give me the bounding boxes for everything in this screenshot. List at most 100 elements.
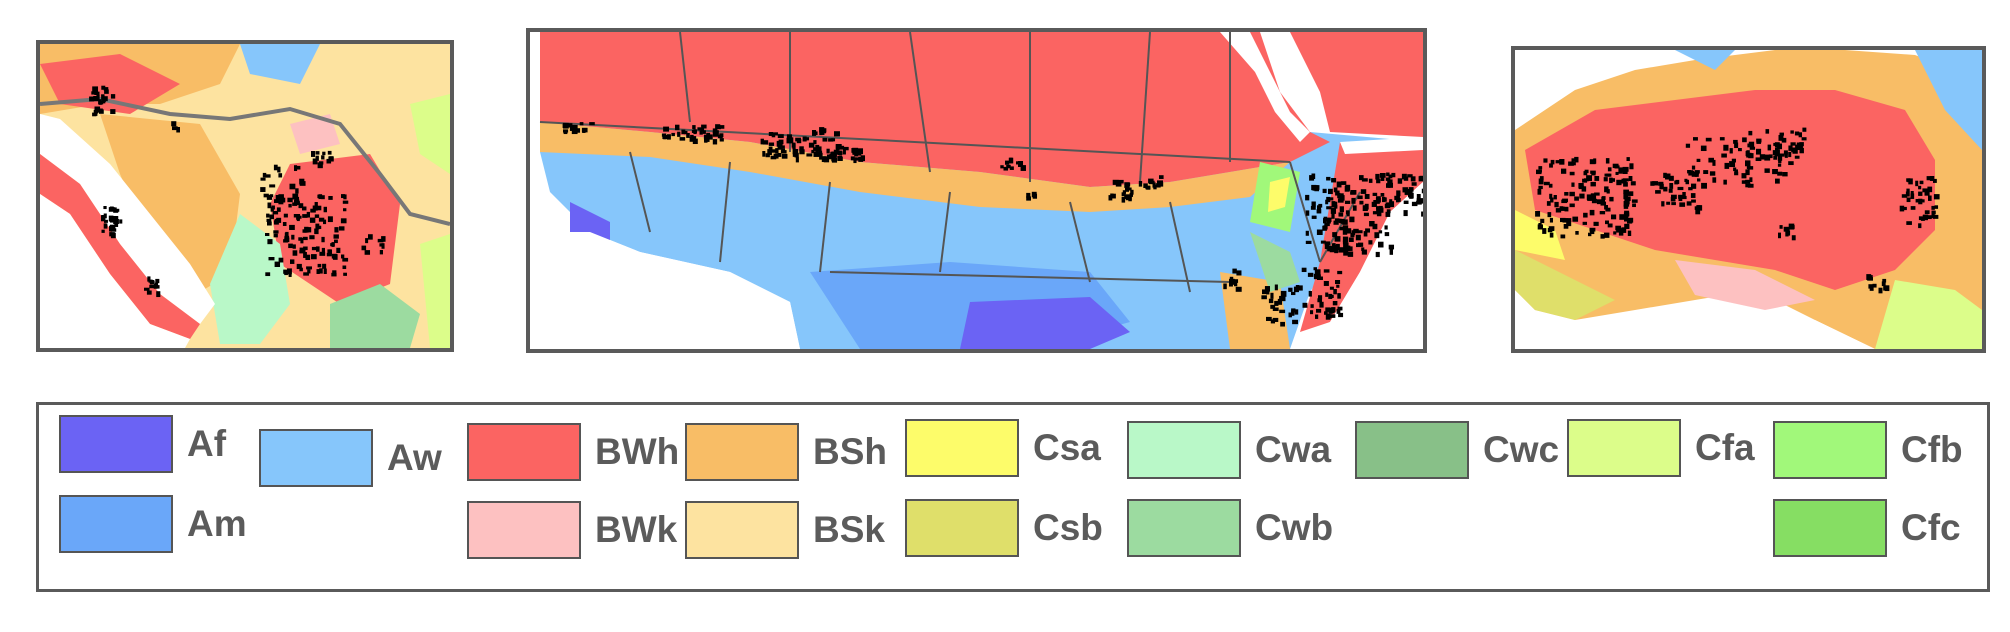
- cwb-patch: [1250, 232, 1300, 292]
- observation-point: [1927, 186, 1933, 193]
- observation-point: [1327, 245, 1332, 252]
- observation-point: [661, 133, 667, 137]
- observation-point: [1675, 179, 1680, 184]
- observation-point: [1344, 200, 1351, 204]
- observation-point: [1759, 154, 1766, 160]
- observation-point: [318, 217, 325, 222]
- observation-point: [1330, 197, 1334, 201]
- observation-point: [777, 153, 782, 157]
- observation-points-australia: [1535, 127, 1940, 294]
- observation-point: [1583, 171, 1588, 176]
- observation-point: [855, 157, 860, 161]
- observation-point: [114, 222, 119, 227]
- observation-point: [1783, 226, 1790, 232]
- observation-point: [103, 87, 109, 91]
- observation-point: [1540, 218, 1545, 224]
- observation-point: [1323, 269, 1330, 273]
- observation-point: [1326, 217, 1332, 222]
- observation-point: [1535, 211, 1541, 217]
- observation-point: [290, 259, 295, 264]
- observation-point: [1368, 178, 1373, 183]
- observation-point: [1777, 155, 1783, 161]
- observation-point: [1353, 228, 1359, 234]
- observation-point: [1724, 162, 1730, 169]
- observation-point: [379, 243, 384, 247]
- observation-point: [1338, 248, 1344, 253]
- observation-point: [329, 156, 334, 161]
- observation-point: [1795, 144, 1800, 151]
- observation-point: [1623, 182, 1628, 187]
- observation-point: [1906, 197, 1911, 203]
- observation-point: [148, 279, 153, 283]
- observation-point: [719, 138, 724, 142]
- observation-point: [333, 234, 339, 239]
- observation-point: [288, 273, 292, 277]
- observation-point: [1324, 311, 1328, 315]
- observation-point: [1328, 188, 1333, 195]
- legend-swatch-bsk: [685, 501, 799, 559]
- observation-point: [1338, 312, 1344, 318]
- gulf-of-aden: [1340, 137, 1423, 154]
- observation-point: [1302, 302, 1308, 308]
- legend-label-bsh: BSh: [813, 431, 887, 472]
- observation-point: [715, 124, 721, 129]
- observation-point: [1345, 242, 1349, 248]
- observation-point: [311, 151, 316, 157]
- observation-point: [1542, 228, 1547, 234]
- observation-point: [1764, 168, 1770, 173]
- observation-point: [267, 221, 272, 226]
- legend-swatch-bwh: [467, 423, 581, 481]
- observation-point: [781, 148, 786, 152]
- observation-point: [1933, 194, 1940, 200]
- observation-point: [1148, 178, 1154, 184]
- observation-point: [104, 89, 109, 94]
- observation-point: [1124, 182, 1130, 188]
- observation-point: [1338, 218, 1342, 223]
- mexico-map: [40, 44, 450, 348]
- observation-point: [1334, 236, 1341, 242]
- observation-point: [1338, 212, 1344, 217]
- observation-point: [1337, 293, 1341, 299]
- observation-point: [1729, 161, 1736, 168]
- observation-point: [1340, 193, 1344, 200]
- observation-point: [323, 268, 327, 274]
- observation-point: [770, 155, 777, 160]
- observation-point: [1343, 248, 1349, 252]
- observation-point: [1361, 249, 1367, 255]
- observation-point: [1016, 161, 1021, 165]
- observation-point: [1380, 193, 1385, 197]
- observation-point: [1691, 165, 1696, 170]
- observation-point: [1600, 201, 1607, 206]
- observation-point: [675, 124, 680, 131]
- observation-point: [1779, 132, 1784, 136]
- observation-point: [1712, 177, 1717, 183]
- observation-point: [108, 207, 115, 212]
- observation-point: [1777, 171, 1783, 176]
- bwk-region: [1675, 260, 1815, 310]
- observation-point: [296, 215, 302, 219]
- observation-point: [1316, 308, 1322, 313]
- observation-point: [1734, 169, 1738, 175]
- observation-point: [1266, 290, 1270, 295]
- observation-point: [842, 149, 846, 155]
- observation-point: [1543, 181, 1550, 186]
- observation-point: [1767, 144, 1772, 151]
- observation-point: [1928, 195, 1932, 201]
- observation-point: [1553, 195, 1557, 200]
- observation-point: [1564, 192, 1569, 196]
- observation-point: [679, 137, 686, 141]
- observation-point: [1788, 161, 1794, 166]
- observation-point: [1571, 182, 1575, 187]
- observation-point: [686, 133, 690, 138]
- observation-point: [829, 153, 834, 159]
- observation-point: [1901, 194, 1908, 198]
- observation-point: [1623, 201, 1630, 207]
- observation-point: [1388, 182, 1394, 188]
- observation-point: [1274, 284, 1278, 291]
- observation-point: [1872, 283, 1877, 288]
- observation-point: [1126, 187, 1132, 191]
- observation-point: [1385, 177, 1391, 181]
- observation-point: [1569, 191, 1575, 197]
- observation-point: [1919, 180, 1924, 185]
- observation-point: [1582, 221, 1588, 225]
